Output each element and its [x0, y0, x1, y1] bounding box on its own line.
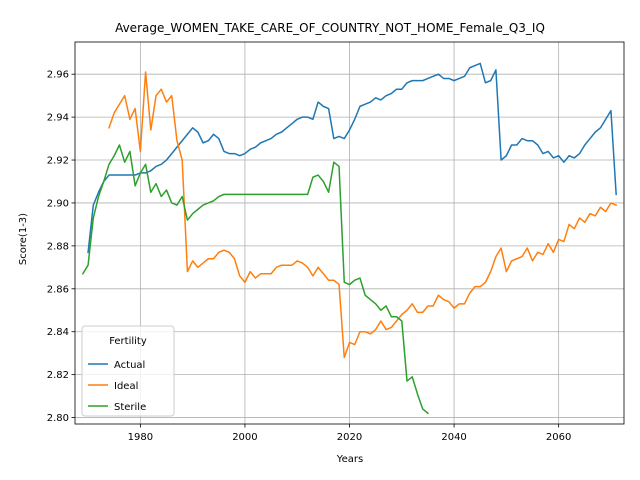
y-tick-label: 2.94 [47, 113, 69, 124]
series-layer [81, 62, 618, 415]
y-axis-ticks: 2.80 2.82 2.84 2.86 2.88 2.90 2.92 2.94 2.96 [47, 70, 75, 424]
y-tick-label: 2.92 [47, 156, 69, 167]
x-tick-label: 2040 [441, 432, 466, 443]
legend: Fertility Actual Ideal Sterile [81, 325, 175, 417]
chart-title: Average_WOMEN_TAKE_CARE_OF_COUNTRY_NOT_H… [115, 21, 545, 35]
series-line-ideal [108, 71, 618, 359]
x-tick-label: 2020 [337, 432, 362, 443]
y-tick-label: 2.90 [47, 198, 69, 209]
legend-title: Fertility [109, 336, 147, 347]
legend-label-actual: Actual [114, 360, 145, 371]
x-axis-label: Years [336, 454, 363, 465]
legend-label-ideal: Ideal [114, 381, 138, 392]
x-tick-label: 1980 [128, 432, 153, 443]
y-tick-label: 2.86 [47, 284, 69, 295]
y-axis-label: Score(1-3) [18, 213, 29, 265]
x-tick-label: 2060 [546, 432, 571, 443]
y-tick-label: 2.84 [47, 327, 69, 338]
series-line-sterile [81, 144, 429, 415]
legend-items: Actual Ideal Sterile [88, 360, 146, 413]
y-tick-label: 2.96 [47, 70, 69, 81]
legend-label-sterile: Sterile [114, 402, 146, 413]
y-tick-label: 2.82 [47, 370, 69, 381]
legend-box [81, 325, 175, 417]
x-axis-ticks: 1980 2000 2020 2040 2060 [128, 424, 571, 443]
series-line-actual [87, 62, 617, 254]
y-tick-label: 2.80 [47, 413, 69, 424]
x-tick-label: 2000 [232, 432, 257, 443]
y-tick-label: 2.88 [47, 241, 69, 252]
